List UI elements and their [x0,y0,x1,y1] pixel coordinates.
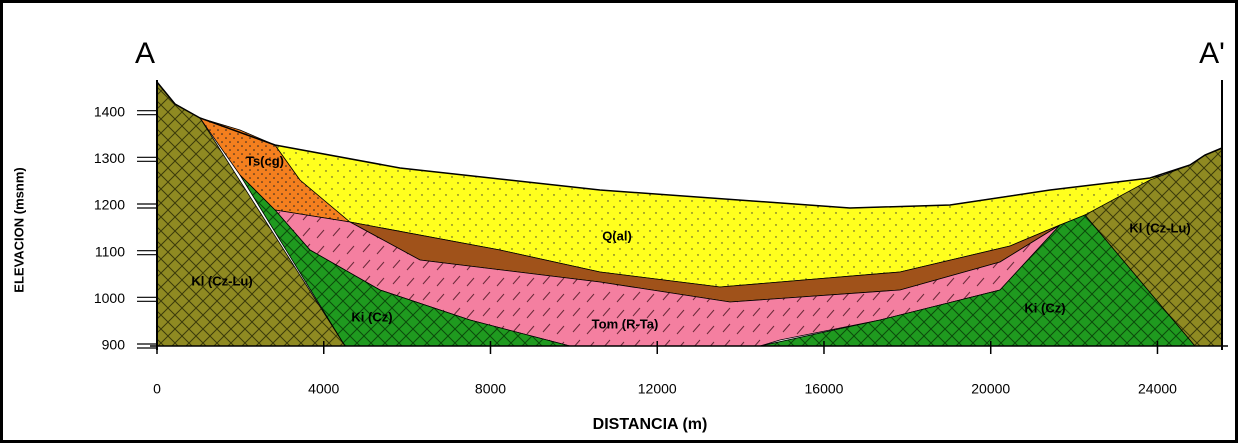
x-tick-label: 24000 [1138,381,1177,397]
cross-section: Ts(cg) Q(al) Kl (Cz-Lu) Ki (Cz) Tom (R-T… [0,0,1238,443]
unit-label: Q(al) [602,228,632,243]
y-tick-label: 1300 [94,150,125,166]
x-tick-label: 16000 [805,381,844,397]
x-tick-label: 0 [153,381,161,397]
y-axis-title: ELEVACION (msnm) [11,167,26,292]
y-tick-label: 1100 [95,243,125,259]
page: Ts(cg) Q(al) Kl (Cz-Lu) Ki (Cz) Tom (R-T… [0,0,1238,443]
x-axis-title: DISTANCIA (m) [593,416,708,433]
unit-label: Ki (Cz) [1024,300,1065,315]
unit-label: Ts(cg) [246,153,284,168]
y-tick-label: 1400 [94,103,125,119]
y-tick-label: 1200 [94,197,125,213]
unit-label: Kl (Cz-Lu) [1129,220,1190,235]
unit-label: Ki (Cz) [351,309,392,324]
y-tick-label: 900 [102,337,126,353]
x-tick-label: 20000 [971,381,1010,397]
y-tick-label: 1000 [94,290,125,306]
unit-label: Kl (Cz-Lu) [191,273,252,288]
unit-label: Tom (R-Ta) [592,316,659,331]
section-end-left: A [135,37,155,70]
x-tick-label: 4000 [308,381,339,397]
x-tick-label: 12000 [638,381,677,397]
x-tick-label: 8000 [475,381,506,397]
section-end-right: A' [1199,37,1225,70]
